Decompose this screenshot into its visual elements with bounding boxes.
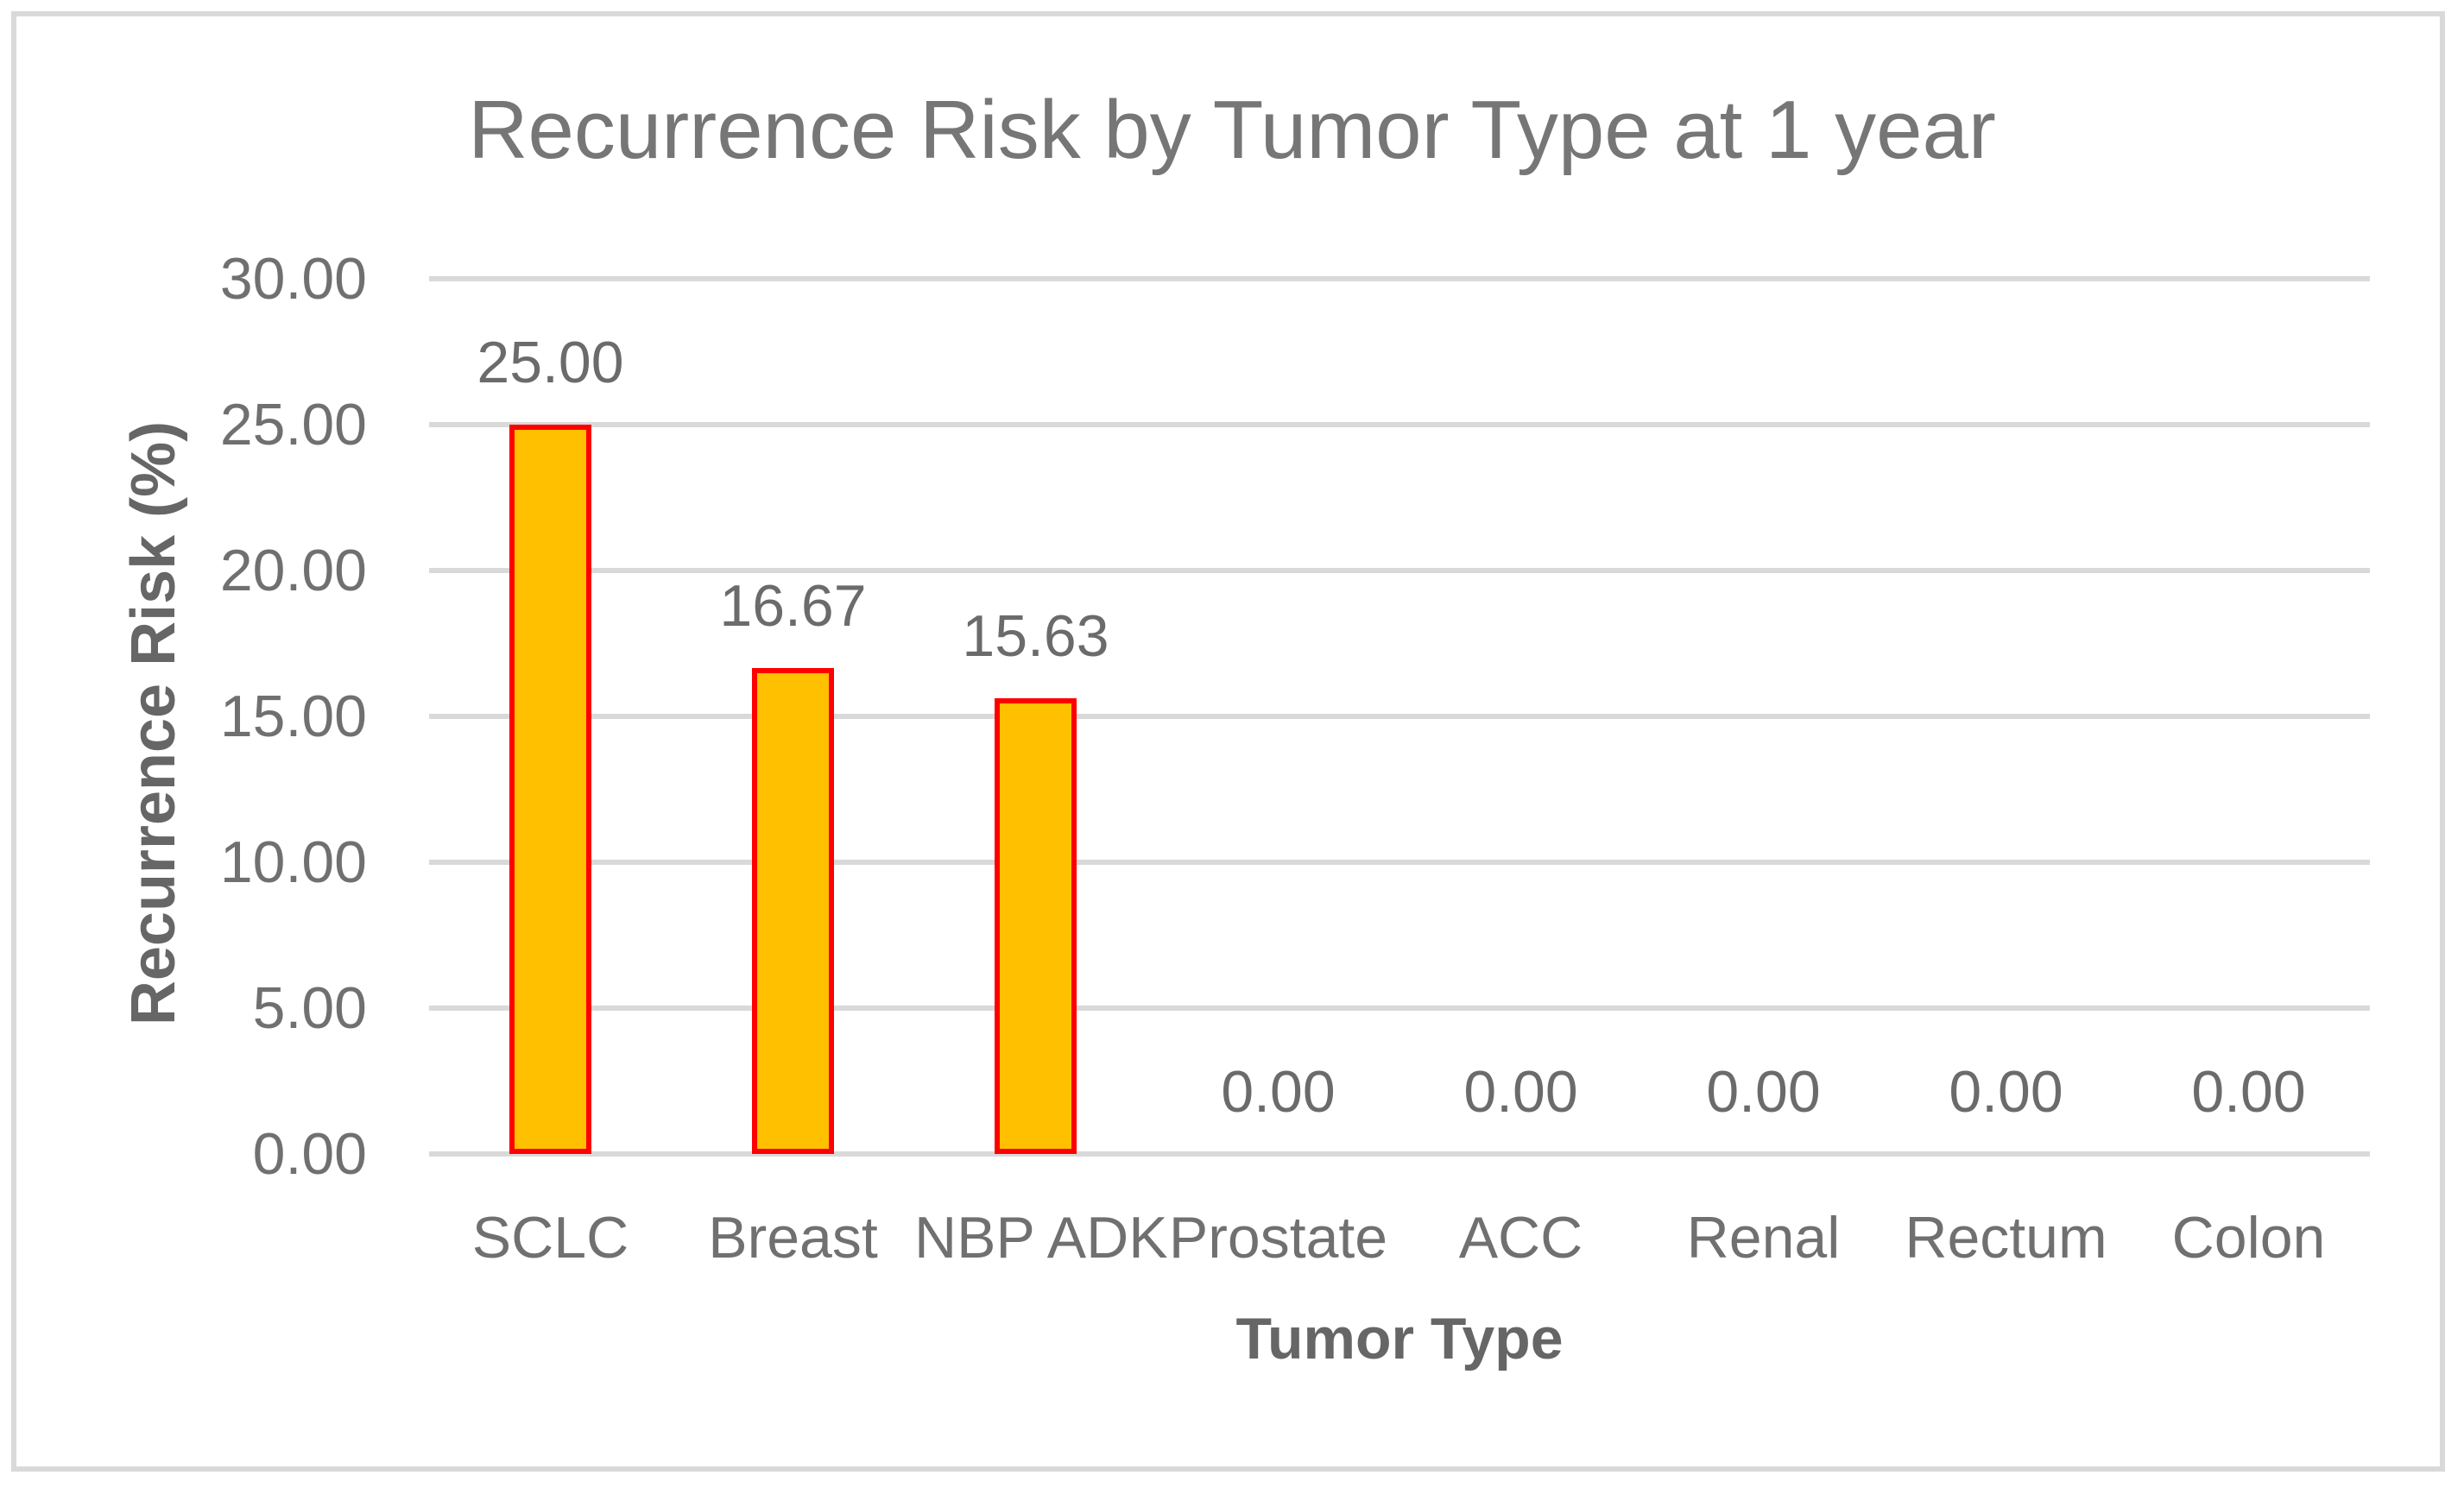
bar-nbp-adk	[995, 697, 1077, 1154]
gridline-15.00	[429, 714, 2370, 719]
gridline-0.00	[429, 1151, 2370, 1157]
gridline-25.00	[429, 422, 2370, 427]
category-label-colon: Colon	[2171, 1205, 2326, 1270]
y-tick-label: 20.00	[219, 538, 367, 603]
category-label-acc: ACC	[1458, 1205, 1583, 1270]
data-label-breast: 16.67	[719, 572, 867, 639]
data-label-acc: 0.00	[1463, 1059, 1578, 1125]
data-label-sclc: 25.00	[477, 330, 624, 395]
gridline-30.00	[429, 276, 2370, 281]
x-axis-title: Tumor Type	[1235, 1306, 1564, 1371]
y-tick-label: 25.00	[219, 392, 367, 457]
plot-area: 25.00 16.67 15.63 0.00 0.00 0.00 0.00 0.00	[429, 276, 2370, 1157]
data-label-rectum: 0.00	[1949, 1059, 2063, 1125]
y-tick-label: 30.00	[219, 246, 367, 312]
gridline-5.00	[429, 1006, 2370, 1011]
category-label-rectum: Rectum	[1905, 1205, 2107, 1270]
category-label-prostate: Prostate	[1168, 1205, 1388, 1270]
data-label-renal: 0.00	[1706, 1059, 1821, 1125]
y-tick-label: 5.00	[252, 975, 367, 1041]
data-label-nbp-adk: 15.63	[962, 602, 1109, 669]
category-label-nbp-adk: NBP ADK	[914, 1205, 1168, 1270]
chart-border-frame	[11, 11, 2445, 1472]
category-label-renal: Renal	[1686, 1205, 1841, 1270]
bar-sclc	[509, 425, 591, 1154]
y-tick-label: 0.00	[252, 1121, 367, 1187]
data-label-prostate: 0.00	[1221, 1059, 1336, 1125]
gridline-10.00	[429, 860, 2370, 865]
category-label-sclc: SCLC	[471, 1205, 629, 1270]
y-tick-label: 10.00	[219, 829, 367, 895]
gridline-20.00	[429, 568, 2370, 573]
bar-breast	[752, 667, 834, 1154]
category-label-breast: Breast	[708, 1205, 878, 1270]
data-label-colon: 0.00	[2191, 1059, 2306, 1125]
chart-title: Recurrence Risk by Tumor Type at 1 year	[468, 84, 1996, 176]
y-tick-label: 15.00	[219, 684, 367, 749]
